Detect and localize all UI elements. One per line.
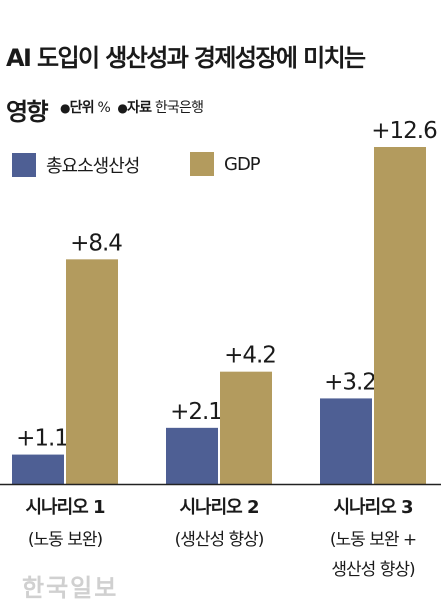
category-label-3: 시나리오 3 bbox=[333, 497, 413, 518]
unit-value: % bbox=[97, 100, 111, 116]
legend-label-tfp: 총요소생산성 bbox=[46, 156, 140, 177]
legend-swatch-tfp bbox=[12, 153, 36, 177]
source-label: 자료 bbox=[127, 100, 152, 116]
legend-item-tfp: 총요소생산성 bbox=[12, 152, 140, 178]
bar-gdp-3 bbox=[374, 147, 426, 484]
legend-item-gdp: GDP bbox=[190, 152, 261, 176]
category-sublabel-3-2: 생산성 향상) bbox=[331, 560, 415, 580]
data-label-gdp-3: +12.6 bbox=[371, 118, 437, 144]
unit-label: 단위 bbox=[69, 100, 95, 116]
category-sublabel-1-1: (노동 보완) bbox=[28, 530, 103, 550]
category-label-2: 시나리오 2 bbox=[179, 497, 258, 518]
legend-label-gdp: GDP bbox=[224, 153, 261, 175]
data-label-tfp-1: +1.1 bbox=[16, 426, 68, 452]
legend-swatch-gdp bbox=[190, 152, 214, 176]
bar-tfp-1 bbox=[12, 454, 64, 484]
bar-tfp-3 bbox=[320, 398, 372, 484]
data-label-gdp-2: +4.2 bbox=[224, 343, 276, 369]
data-label-tfp-3: +3.2 bbox=[324, 369, 376, 395]
bullet-icon: ● bbox=[117, 101, 127, 115]
bar-gdp-1 bbox=[66, 259, 118, 484]
bar-gdp-2 bbox=[220, 371, 272, 484]
category-sublabel-3-1: (노동 보완 + bbox=[330, 530, 416, 550]
bullet-icon: ● bbox=[60, 101, 70, 115]
source-value: 한국은행 bbox=[154, 100, 204, 116]
chart-meta: ●단위 % ●자료 한국은행 bbox=[60, 97, 204, 117]
watermark-logo: 한국일보 bbox=[22, 574, 119, 602]
data-label-gdp-1: +8.4 bbox=[70, 230, 122, 256]
category-label-1: 시나리오 1 bbox=[25, 497, 105, 518]
category-sublabel-2-1: (생산성 향상) bbox=[175, 530, 264, 550]
chart-title-line1: AI 도입이 생산성과 경제성장에 미치는 bbox=[6, 44, 366, 72]
chart-title-line2: 영향 bbox=[6, 98, 49, 126]
bar-tfp-2 bbox=[166, 427, 218, 484]
data-label-tfp-2: +2.1 bbox=[170, 399, 222, 425]
